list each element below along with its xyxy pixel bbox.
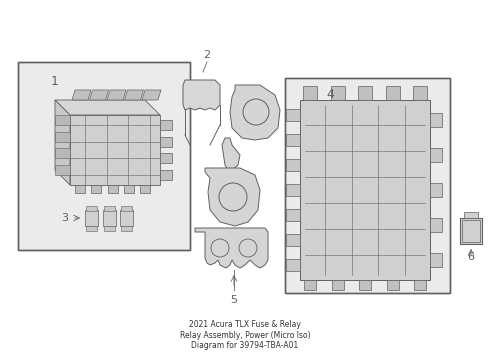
Bar bbox=[160, 153, 172, 163]
Bar bbox=[358, 86, 372, 100]
Polygon shape bbox=[142, 90, 161, 100]
Bar bbox=[414, 280, 426, 290]
Bar bbox=[303, 86, 317, 100]
Text: 2021 Acura TLX Fuse & Relay
Relay Assembly, Power (Micro Iso)
Diagram for 39794-: 2021 Acura TLX Fuse & Relay Relay Assemb… bbox=[180, 320, 310, 350]
Bar bbox=[103, 210, 116, 226]
Bar bbox=[430, 183, 442, 197]
Bar bbox=[75, 185, 85, 193]
Bar bbox=[286, 209, 300, 221]
Bar bbox=[359, 280, 371, 290]
Bar bbox=[160, 137, 172, 147]
Bar bbox=[430, 148, 442, 162]
Bar bbox=[160, 170, 172, 180]
Bar bbox=[332, 280, 343, 290]
Bar bbox=[464, 212, 478, 218]
Bar bbox=[460, 218, 482, 244]
Polygon shape bbox=[55, 100, 160, 115]
Bar bbox=[160, 120, 172, 130]
Bar bbox=[286, 259, 300, 271]
Bar bbox=[121, 206, 132, 211]
Bar bbox=[387, 280, 398, 290]
Bar bbox=[462, 220, 480, 242]
Polygon shape bbox=[55, 165, 70, 175]
Bar bbox=[120, 210, 133, 226]
Polygon shape bbox=[124, 90, 144, 100]
Text: 1: 1 bbox=[51, 75, 59, 88]
Bar bbox=[413, 86, 427, 100]
Bar bbox=[430, 253, 442, 267]
Polygon shape bbox=[107, 90, 126, 100]
Polygon shape bbox=[195, 228, 268, 268]
Bar bbox=[121, 226, 132, 231]
Bar bbox=[285, 78, 450, 293]
Text: 3: 3 bbox=[61, 213, 68, 223]
Bar bbox=[85, 210, 98, 226]
Bar bbox=[18, 62, 190, 250]
Polygon shape bbox=[55, 100, 70, 185]
Polygon shape bbox=[230, 85, 280, 140]
Text: 6: 6 bbox=[467, 252, 474, 262]
Polygon shape bbox=[205, 168, 260, 226]
Bar bbox=[286, 184, 300, 196]
Bar bbox=[124, 185, 134, 193]
Bar bbox=[430, 113, 442, 127]
Polygon shape bbox=[183, 80, 220, 110]
Bar bbox=[386, 86, 399, 100]
Polygon shape bbox=[72, 90, 91, 100]
Bar bbox=[304, 280, 316, 290]
Polygon shape bbox=[55, 132, 70, 142]
Polygon shape bbox=[55, 148, 70, 158]
Bar bbox=[286, 159, 300, 171]
Bar bbox=[104, 226, 115, 231]
Bar bbox=[330, 86, 344, 100]
Bar bbox=[91, 185, 101, 193]
Bar bbox=[286, 234, 300, 246]
Bar bbox=[286, 109, 300, 121]
Polygon shape bbox=[222, 138, 240, 170]
Polygon shape bbox=[55, 115, 70, 125]
Bar bbox=[286, 134, 300, 146]
Bar bbox=[140, 185, 150, 193]
Polygon shape bbox=[70, 115, 160, 185]
Bar bbox=[107, 185, 118, 193]
Polygon shape bbox=[90, 90, 108, 100]
Bar bbox=[285, 78, 450, 293]
Bar bbox=[430, 218, 442, 232]
Bar bbox=[300, 100, 430, 280]
Bar bbox=[18, 62, 190, 250]
Bar bbox=[86, 206, 97, 211]
Text: 5: 5 bbox=[230, 295, 238, 305]
Text: 4: 4 bbox=[326, 88, 334, 101]
Bar bbox=[86, 226, 97, 231]
Bar bbox=[104, 206, 115, 211]
Text: 2: 2 bbox=[203, 50, 211, 60]
